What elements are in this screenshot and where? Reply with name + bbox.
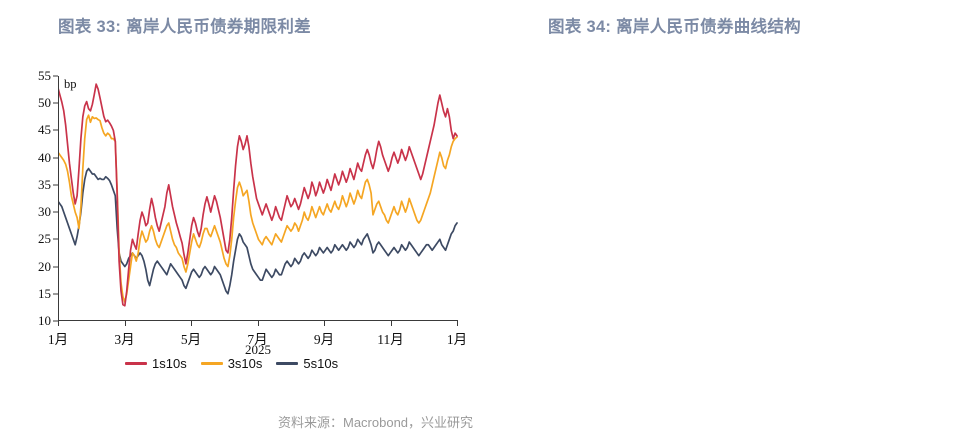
series-line-1s10s xyxy=(58,83,458,307)
y-tick-mark xyxy=(53,266,58,268)
x-axis-line xyxy=(58,320,458,321)
y-tick-mark xyxy=(53,238,58,240)
x-tick-mark xyxy=(58,321,59,326)
y-tick-mark xyxy=(53,320,58,322)
y-tick-label: 10 xyxy=(38,313,51,328)
legend-item-3s10s[interactable]: 3s10s xyxy=(200,356,263,371)
x-tick-label: 9月 xyxy=(313,332,335,347)
x-tick-label: 7月 xyxy=(247,332,268,347)
y-axis-unit-label: bp xyxy=(64,77,77,91)
figure-33-source: 资料来源：Macrobond，兴业研究 xyxy=(278,415,474,430)
legend-color-swatch-icon xyxy=(276,362,299,365)
x-tick-mark xyxy=(390,321,392,326)
y-tick-label: 15 xyxy=(38,285,51,301)
x-axis-year-label: 2025 xyxy=(245,342,271,357)
x-tick-label: 1月 xyxy=(446,332,468,347)
series-line-5s10s xyxy=(58,167,458,295)
x-tick-label: 3月 xyxy=(114,332,135,347)
figure-33-panel: 图表 33: 离岸人民币债券期限利差 bp 10 15 20 25 30 35 40 45 50… xyxy=(0,0,482,435)
y-tick-mark xyxy=(53,211,58,213)
y-tick-mark xyxy=(53,293,58,295)
legend-label: 3s10s xyxy=(227,356,263,371)
legend-label: 5s10s xyxy=(303,356,339,371)
x-tick-label: 11月 xyxy=(377,332,404,347)
y-tick-mark xyxy=(53,75,58,77)
x-tick-label: 1月 xyxy=(47,332,69,347)
y-tick-label: 20 xyxy=(38,258,51,274)
y-tick-label: 50 xyxy=(38,95,51,111)
y-tick-label: 45 xyxy=(38,122,51,138)
y-tick-label: 35 xyxy=(38,176,51,192)
legend-item-1s10s[interactable]: 1s10s xyxy=(125,356,187,371)
legend-color-swatch-icon xyxy=(200,362,223,365)
y-tick-label: 40 xyxy=(38,149,51,165)
y-axis-line xyxy=(58,76,59,321)
x-tick-mark xyxy=(457,321,458,326)
figure-34-panel: 图表 34: 离岸人民币债券曲线结构 % 1.41.51.61.71.81.92… xyxy=(483,0,965,435)
y-tick-mark xyxy=(53,157,58,159)
y-tick-label: 25 xyxy=(38,231,51,247)
legend-label: 1s10s xyxy=(152,356,187,371)
x-tick-mark xyxy=(257,321,259,326)
figure-33-title: 图表 33: 离岸人民币债券期限利差 xyxy=(58,18,311,36)
legend-color-swatch-icon xyxy=(125,362,147,365)
figure-34-title: 图表 34: 离岸人民币债券曲线结构 xyxy=(548,18,801,36)
figure-33-legend: 1s10s 3s10s 5s10s xyxy=(125,356,338,371)
figure-33-series-lines xyxy=(58,83,458,307)
y-tick-mark xyxy=(53,102,58,104)
x-tick-mark xyxy=(191,321,192,326)
legend-item-5s10s[interactable]: 5s10s xyxy=(276,356,338,371)
x-tick-label: 5月 xyxy=(180,332,202,347)
x-tick-mark xyxy=(324,321,325,326)
y-tick-label: 55 xyxy=(38,68,51,83)
x-tick-mark xyxy=(124,321,126,326)
figure-33-plot-area: bp 10 15 20 25 30 35 40 45 50 55 1月 3月 5月 7月 9月 11月 1月 xyxy=(38,68,467,347)
y-tick-label: 30 xyxy=(38,204,51,220)
y-tick-mark xyxy=(53,184,58,186)
series-line-3s10s xyxy=(58,114,458,303)
y-tick-mark xyxy=(53,129,58,131)
